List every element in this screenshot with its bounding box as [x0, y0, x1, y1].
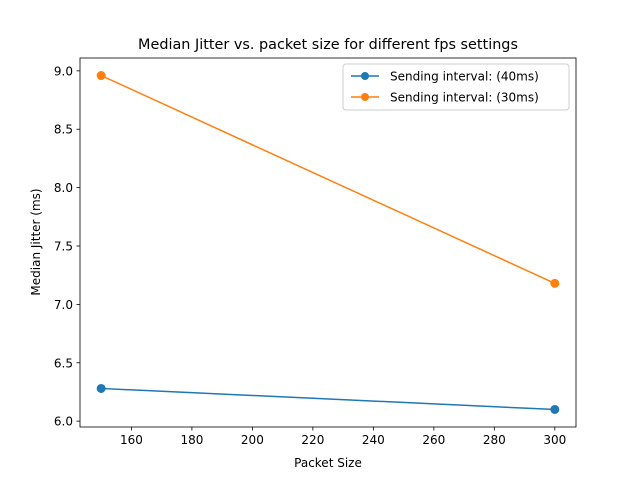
plot-frame: [79, 57, 577, 428]
x-axis-label: Packet Size: [294, 456, 362, 470]
chart-title: Median Jitter vs. packet size for differ…: [138, 37, 518, 53]
y-axis-label: Median Jitter (ms): [29, 188, 43, 295]
legend-label-2: Sending interval: (30ms): [390, 91, 539, 105]
legend-box: [342, 63, 570, 111]
series-2-point: [96, 71, 106, 81]
y-tick-label: 7.5: [54, 240, 73, 254]
x-tick-label: 260: [422, 433, 445, 447]
y-tick-label: 6.0: [54, 415, 73, 429]
series-1-point: [550, 404, 560, 414]
y-tick-label: 7.0: [54, 298, 73, 312]
y-tick-label: 9.0: [54, 64, 73, 78]
y-tick-label: 6.5: [54, 356, 73, 370]
x-tick-label: 180: [180, 433, 203, 447]
legend-marker-1: [361, 72, 369, 80]
x-tick-label: 240: [362, 433, 385, 447]
x-tick-label: 300: [543, 433, 566, 447]
legend-marker-2: [361, 93, 369, 101]
x-tick-label: 280: [483, 433, 506, 447]
y-tick-label: 8.5: [54, 123, 73, 137]
legend-label-1: Sending interval: (40ms): [390, 70, 539, 84]
y-tick-label: 8.0: [54, 181, 73, 195]
x-tick-label: 160: [120, 433, 143, 447]
x-tick-label: 200: [241, 433, 264, 447]
series-1-point: [96, 383, 106, 393]
x-tick-label: 220: [301, 433, 324, 447]
series-line-2: [100, 74, 556, 285]
series-2-point: [550, 278, 560, 288]
series-line-1: [100, 387, 556, 411]
